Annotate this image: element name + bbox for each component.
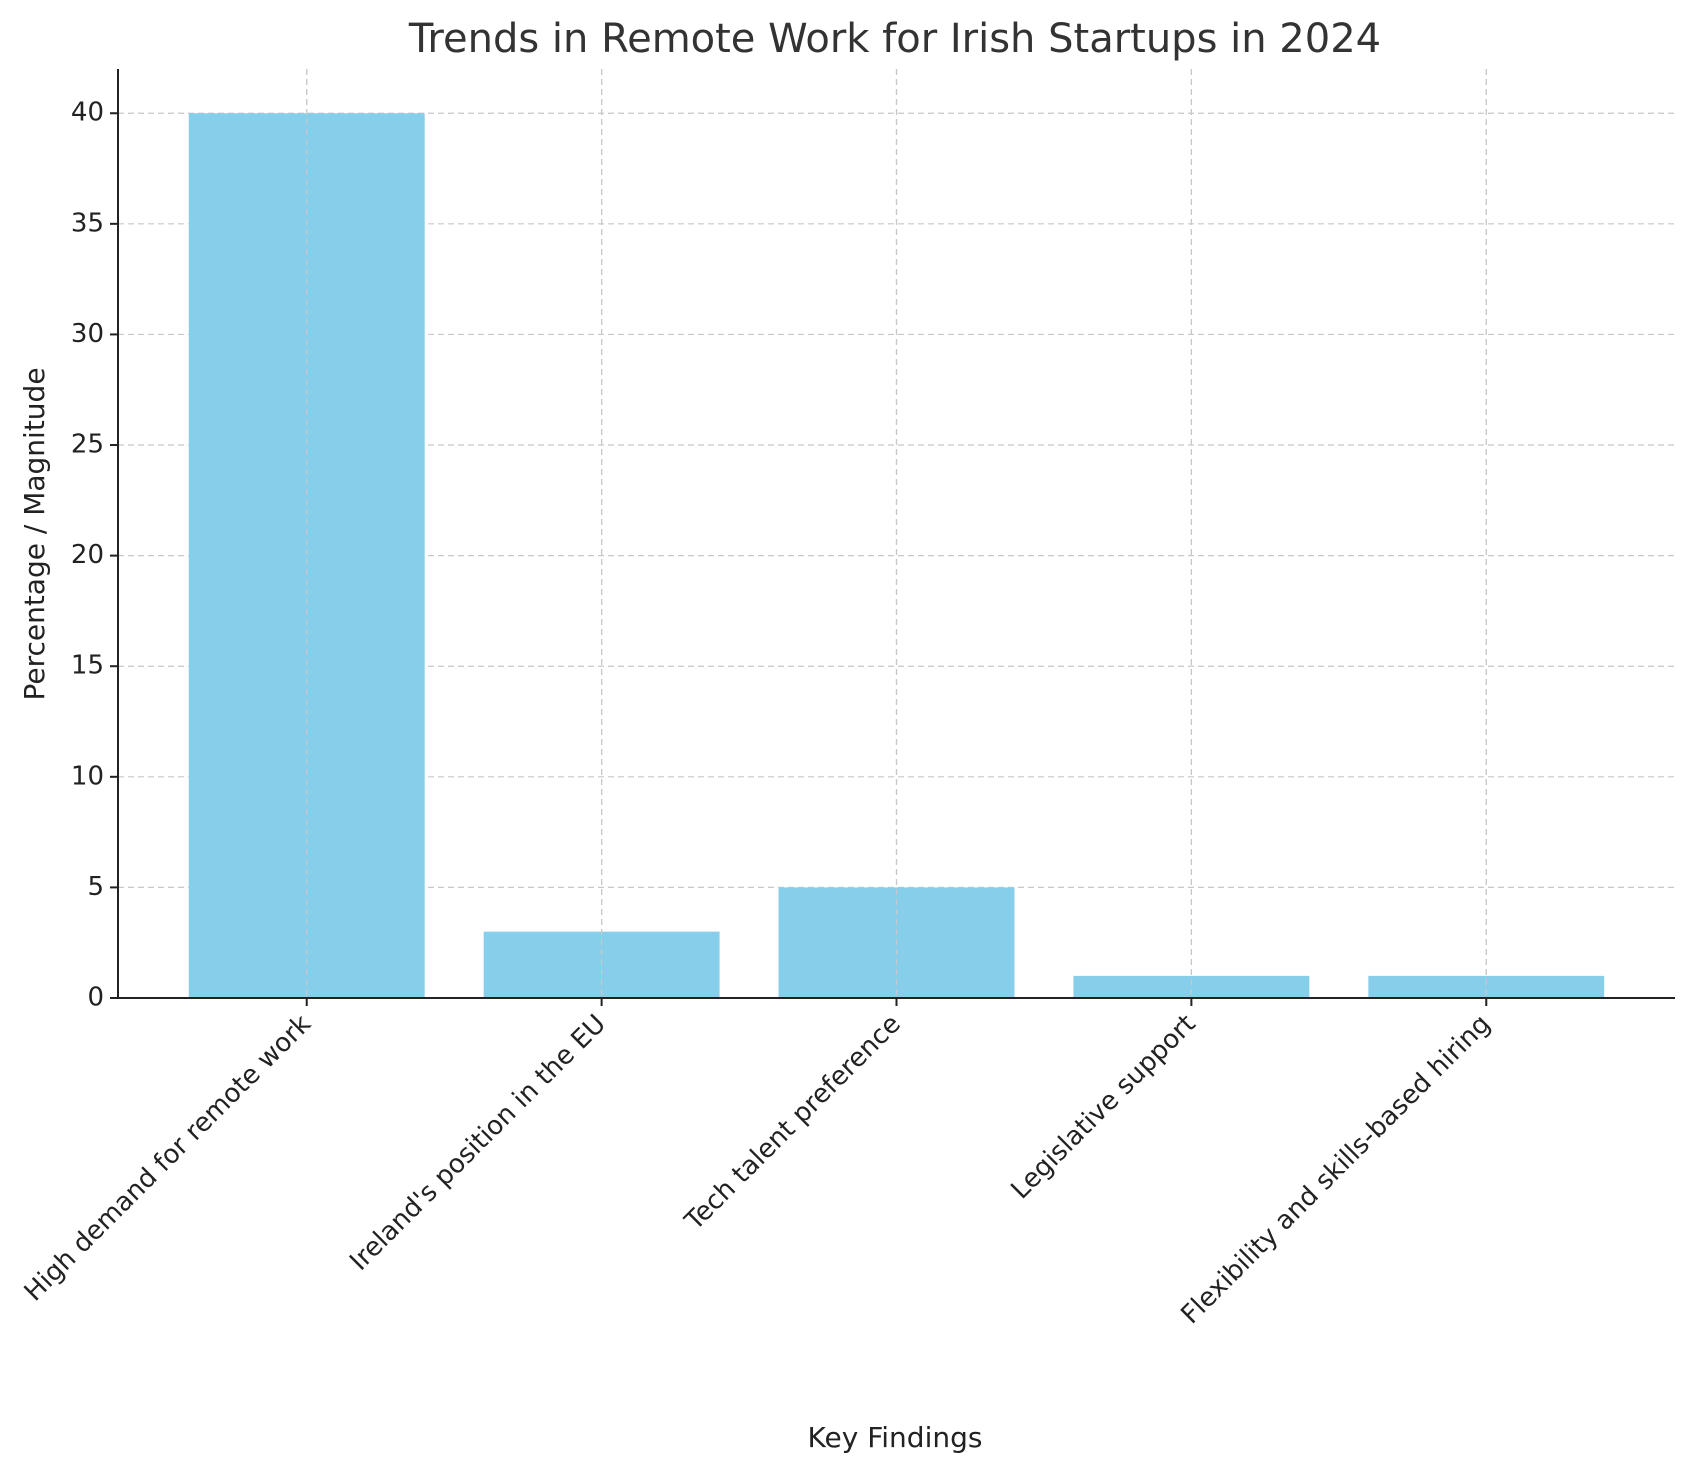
y-axis-label: Percentage / Magnitude bbox=[18, 367, 51, 700]
x-tick-label: High demand for remote work bbox=[19, 1009, 317, 1307]
y-tick-label: 5 bbox=[87, 872, 104, 902]
y-tick-label: 35 bbox=[71, 208, 104, 238]
x-tick-label: Flexibility and skills-based hiring bbox=[1175, 1009, 1496, 1330]
y-tick-label: 0 bbox=[87, 983, 104, 1013]
x-tick-label: Legislative support bbox=[1006, 1009, 1202, 1205]
y-tick-label: 30 bbox=[71, 319, 104, 349]
y-tick-label: 40 bbox=[71, 98, 104, 128]
bar bbox=[188, 113, 425, 998]
y-tick-label: 20 bbox=[71, 540, 104, 570]
bar bbox=[1368, 975, 1605, 998]
x-tick-label: Tech talent preference bbox=[679, 1009, 907, 1237]
x-axis-label: Key Findings bbox=[808, 1421, 983, 1454]
bar bbox=[1073, 975, 1310, 998]
y-tick-label: 10 bbox=[71, 761, 104, 791]
x-tick-label: Ireland's position in the EU bbox=[344, 1009, 612, 1277]
y-tick-label: 15 bbox=[71, 651, 104, 681]
y-tick-label: 25 bbox=[71, 430, 104, 460]
chart-title: Trends in Remote Work for Irish Startups… bbox=[408, 16, 1381, 62]
